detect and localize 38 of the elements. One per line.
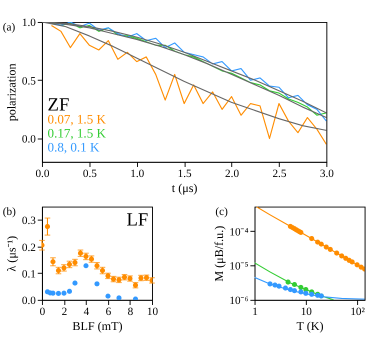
x-tick-label: 10 [300,306,312,318]
y-tick-label: 1.0 [22,17,36,30]
x-axis-title: T (K) [296,319,324,334]
y-tick-label: 0.0 [22,134,36,146]
x-tick-label: 10 [146,306,158,318]
x-tick-label: 2 [62,306,68,318]
x-tick-label: 0 [40,306,46,318]
y-tick-label: 0.2 [22,242,36,254]
y-tick-label: 10⁻⁵ [229,260,249,273]
x-tick-label: 6 [106,306,112,318]
x-tick-label: 3.0 [320,168,334,180]
text: (c) [215,206,228,218]
y-tick-label: 0.3 [22,215,36,228]
x-tick-label: 1.0 [130,168,145,180]
text: 0.17, 1.5 K [48,126,106,141]
text: (a) [2,21,16,34]
y-axis-title: λ (μs⁻¹) [4,236,18,272]
x-tick-label: 0.5 [82,168,98,180]
x-tick-label: 2.5 [272,168,287,180]
x-axis-title: t (μs) [172,181,198,196]
y-tick-label: 10⁻⁶ [229,295,249,308]
x-axis-title: BLF (mT) [72,319,123,334]
x-tick-label: 4 [84,306,90,318]
x-tick-label: 10² [350,306,366,318]
text: (b) [2,206,16,218]
x-tick-label: 1 [252,306,258,318]
y-tick-label: 0.0 [22,295,36,308]
x-tick-label: 1.5 [178,168,192,180]
y-axis-title: M (μB/f.u.) [212,226,226,282]
y-axis-title: polarization [4,63,18,122]
annotation: LF [126,209,148,230]
y-tick-label: 0.5 [22,75,36,88]
y-tick-label: 10⁻⁴ [229,226,249,238]
text: 0.8, 0.1 K [48,140,100,155]
x-tick-label: 2.0 [225,168,240,180]
y-tick-label: 0.1 [22,268,36,280]
x-tick-label: 0.0 [35,168,50,180]
x-tick-label: 8 [128,306,134,318]
